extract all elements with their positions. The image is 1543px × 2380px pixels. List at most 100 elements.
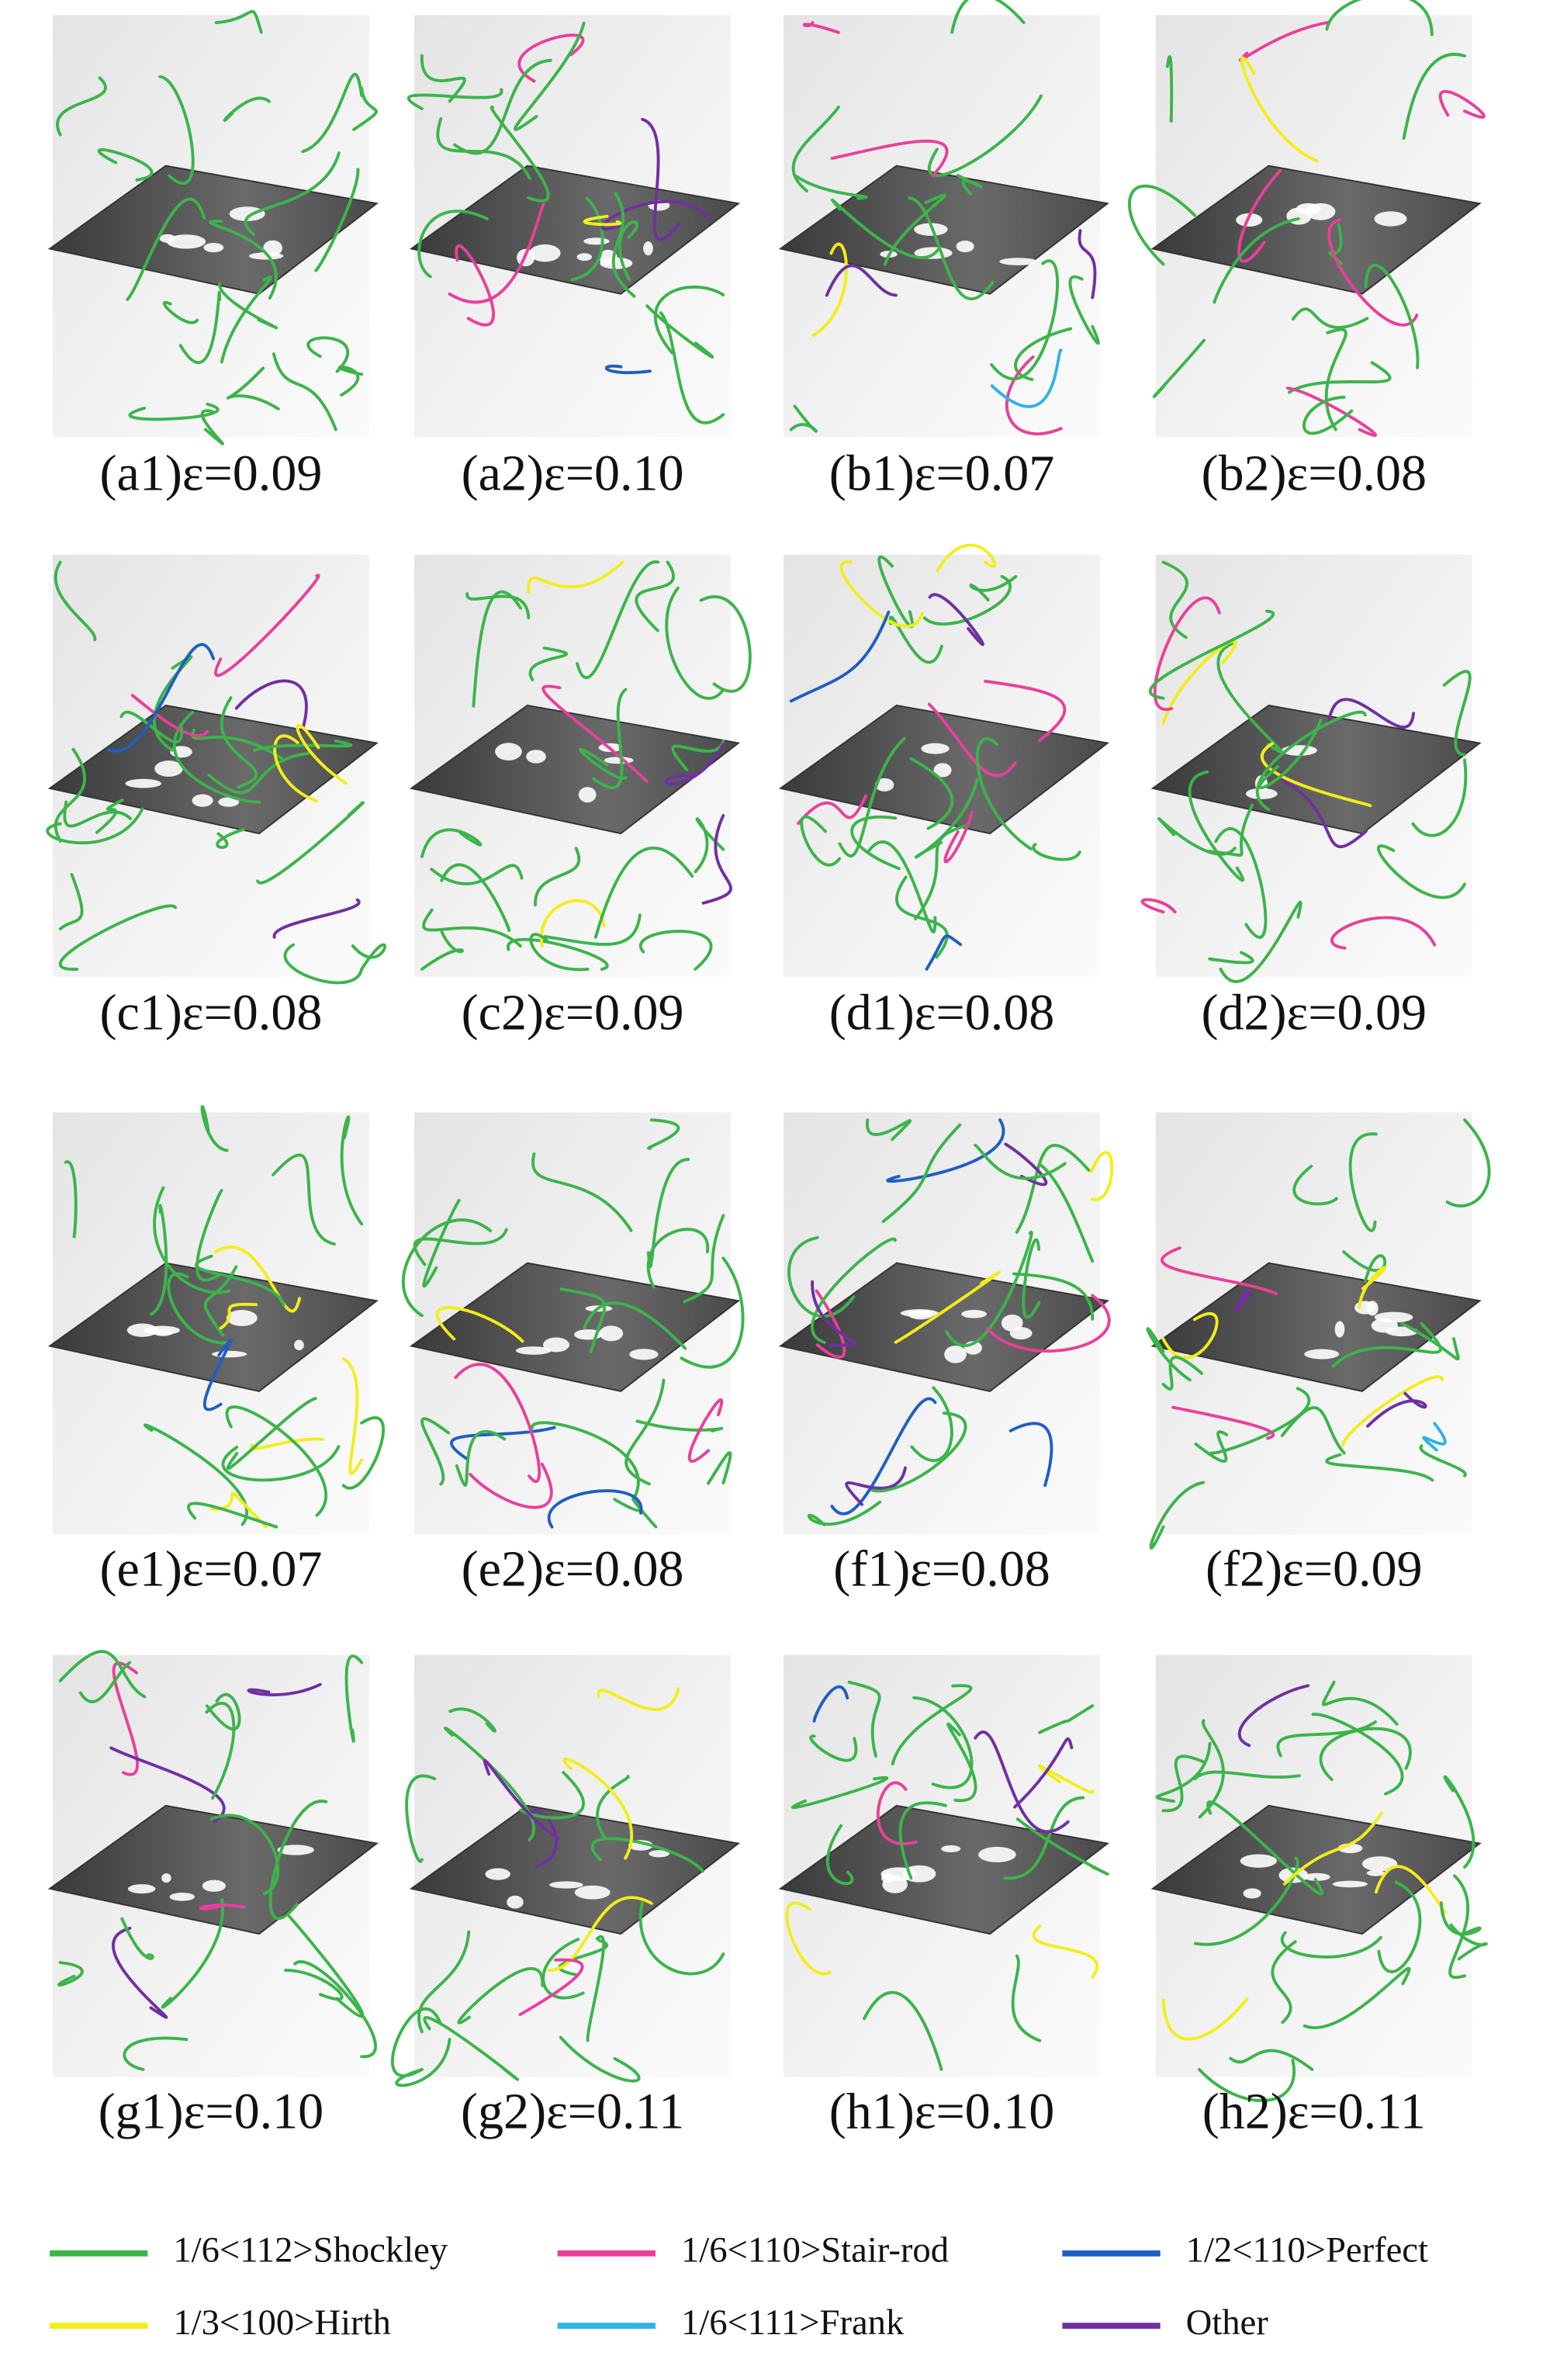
dislocation-line — [706, 1451, 732, 1485]
simulation-panel — [778, 543, 1109, 977]
plate-void — [599, 1325, 624, 1342]
dislocation-line — [337, 365, 364, 397]
dislocation-line — [119, 710, 184, 743]
dislocation-line — [1439, 1901, 1482, 1936]
dislocation-line — [220, 275, 272, 364]
dislocation-line — [1419, 1444, 1467, 1478]
dislocation-line — [1331, 1322, 1442, 1368]
panel-label: (c2)ε=0.09 — [462, 985, 684, 1041]
dislocation-line — [1234, 1290, 1252, 1313]
dislocation-line — [1022, 1238, 1041, 1319]
dislocation-line — [1038, 1704, 1095, 1734]
plate-void — [999, 258, 1038, 265]
dislocation-line — [1376, 844, 1466, 899]
plate-void — [944, 1346, 967, 1363]
dislocation-line — [172, 710, 261, 804]
dislocation-line — [296, 723, 348, 785]
dislocation-line — [420, 1417, 451, 1486]
dislocation-line — [1148, 609, 1275, 700]
dislocation-line — [272, 898, 361, 939]
dislocation-line — [205, 1692, 241, 1730]
plate-void — [161, 1873, 171, 1883]
dislocation-line — [910, 1386, 953, 1462]
legend-label: 1/2<110>Perfect — [1186, 2230, 1428, 2271]
dislocation-line — [789, 404, 818, 433]
plate-void — [144, 1325, 180, 1336]
dislocation-line — [199, 1903, 246, 1911]
dislocation-line — [352, 86, 378, 131]
dislocation-line — [802, 21, 840, 34]
dislocation-line — [579, 747, 628, 780]
dislocation-line — [1161, 1312, 1219, 1360]
dislocation-line — [457, 1966, 545, 2025]
dislocation-line — [529, 933, 590, 972]
dislocation-line — [1287, 361, 1392, 394]
dislocation-line — [943, 810, 974, 864]
dislocation-line — [974, 1730, 1070, 1834]
dislocation-line — [490, 106, 550, 203]
dislocation-line — [604, 364, 652, 375]
dislocation-line — [1208, 951, 1254, 965]
dislocation-line — [293, 1960, 377, 2059]
dislocation-line — [811, 1280, 857, 1347]
dislocation-line — [914, 824, 967, 920]
simulation-panel — [409, 554, 752, 977]
dislocation-line — [812, 1685, 849, 1723]
dislocation-line — [683, 1214, 725, 1304]
dislocation-line — [1325, 1453, 1434, 1482]
dislocation-line — [1146, 1327, 1192, 1382]
dislocation-line — [1157, 817, 1237, 856]
panel-label: (h1)ε=0.10 — [829, 2084, 1055, 2140]
dislocation-line — [583, 214, 622, 227]
dislocation-line — [273, 734, 319, 803]
dislocation-line — [340, 1115, 364, 1226]
dislocation-line — [1311, 1713, 1404, 1796]
dislocation-line — [811, 242, 848, 338]
dislocation-line — [1188, 770, 1245, 882]
dislocation-line — [1165, 55, 1174, 123]
simulation-panel — [47, 9, 379, 445]
dislocation-line — [653, 286, 725, 355]
plate-void — [578, 787, 597, 803]
dislocation-line — [687, 1398, 724, 1464]
dislocation-line — [794, 175, 868, 200]
dislocation-line — [645, 304, 714, 359]
dislocation-line — [984, 679, 1067, 743]
plate-void — [1361, 1856, 1398, 1872]
dislocation-line — [1282, 1811, 1383, 1886]
simulation-panel — [1146, 1112, 1491, 1550]
dislocation-line — [220, 696, 258, 789]
panel-label: (f2)ε=0.09 — [1206, 1540, 1423, 1597]
plate-void — [248, 252, 284, 260]
plate-void — [1374, 211, 1407, 227]
plate-void — [125, 778, 161, 788]
dislocation-line — [123, 2036, 189, 2071]
dislocation-line — [341, 1416, 385, 1490]
plate-void — [212, 1350, 247, 1358]
plate-void — [526, 750, 546, 764]
plate-void — [1303, 1872, 1330, 1881]
dislocation-line — [57, 1961, 84, 1987]
simulation-panel — [391, 1654, 741, 2087]
dislocation-line — [1348, 1132, 1378, 1232]
plate-void — [649, 1850, 670, 1858]
plate-void — [941, 1845, 961, 1853]
dislocation-line — [830, 198, 942, 259]
dislocation-line — [597, 1687, 680, 1711]
dislocation-line — [268, 1800, 328, 1921]
dislocation-line — [1292, 1164, 1338, 1206]
simulation-panel — [778, 0, 1109, 438]
plate-void — [921, 743, 950, 754]
dislocation-line — [306, 336, 350, 373]
simulation-panel — [402, 1112, 745, 1535]
dislocation-line — [423, 2016, 519, 2081]
panel-label: (g2)ε=0.11 — [461, 2084, 684, 2140]
dislocation-line — [448, 203, 545, 304]
dislocation-line — [1127, 184, 1197, 266]
plate-void — [507, 1895, 524, 1909]
dislocation-line — [1237, 168, 1282, 263]
dislocation-line — [453, 58, 552, 155]
dislocation-line — [200, 409, 224, 445]
dislocation-line — [1342, 1250, 1387, 1282]
